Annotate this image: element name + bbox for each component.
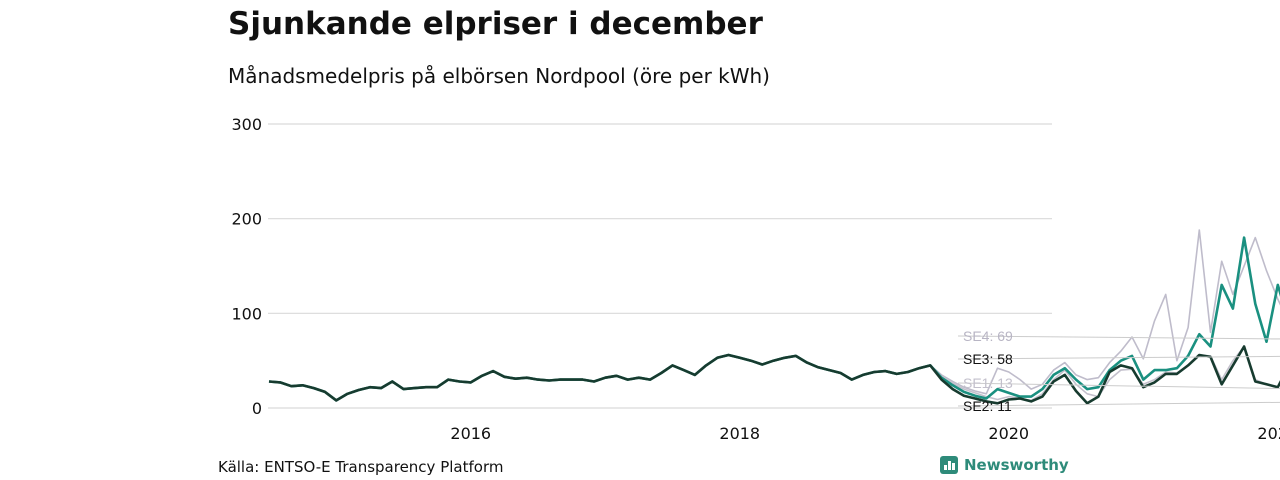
series-line-SE2: [268, 345, 1280, 405]
end-label-SE3: SE3: 58: [963, 351, 1013, 367]
series-line-SE4: [268, 229, 1280, 402]
end-label-SE2: SE2: 11: [963, 398, 1012, 414]
y-tick-labels: 0 100 200 300: [231, 115, 262, 418]
y-tick-label-300: 300: [231, 115, 262, 134]
series-end-labels: SE4: 69 SE3: 58 SE1: 13 SE2: 11: [957, 328, 1280, 414]
series-line-SE1: [268, 345, 1280, 402]
newsworthy-logo-icon: [940, 456, 958, 474]
brand-logo: Newsworthy: [940, 456, 1069, 474]
grid-lines: [268, 123, 1052, 409]
y-tick-label-0: 0: [252, 399, 262, 418]
series-line-SE3: [268, 236, 1280, 402]
end-label-SE1: SE1: 13: [963, 375, 1013, 391]
leader-line-SE4: [957, 335, 1280, 340]
x-tick-labels: 20162018202020222024: [450, 424, 1280, 443]
y-tick-label-100: 100: [231, 304, 262, 323]
leader-line-SE2: [957, 401, 1280, 407]
brand-name: Newsworthy: [964, 456, 1069, 474]
x-tick-label-2022: 2022: [1257, 424, 1280, 443]
leader-line-SE3: [957, 355, 1280, 360]
x-tick-label-2018: 2018: [719, 424, 760, 443]
end-label-SE4: SE4: 69: [963, 328, 1013, 344]
leader-line-SE1: [957, 382, 1280, 390]
x-tick-label-2016: 2016: [450, 424, 491, 443]
series-lines: [268, 229, 1280, 405]
y-tick-label-200: 200: [231, 210, 262, 229]
chart-subtitle: Månadsmedelpris på elbörsen Nordpool (ör…: [228, 64, 770, 88]
source-note: Källa: ENTSO-E Transparency Platform: [218, 458, 504, 476]
x-tick-label-2020: 2020: [988, 424, 1029, 443]
chart-title: Sjunkande elpriser i december: [228, 6, 763, 42]
